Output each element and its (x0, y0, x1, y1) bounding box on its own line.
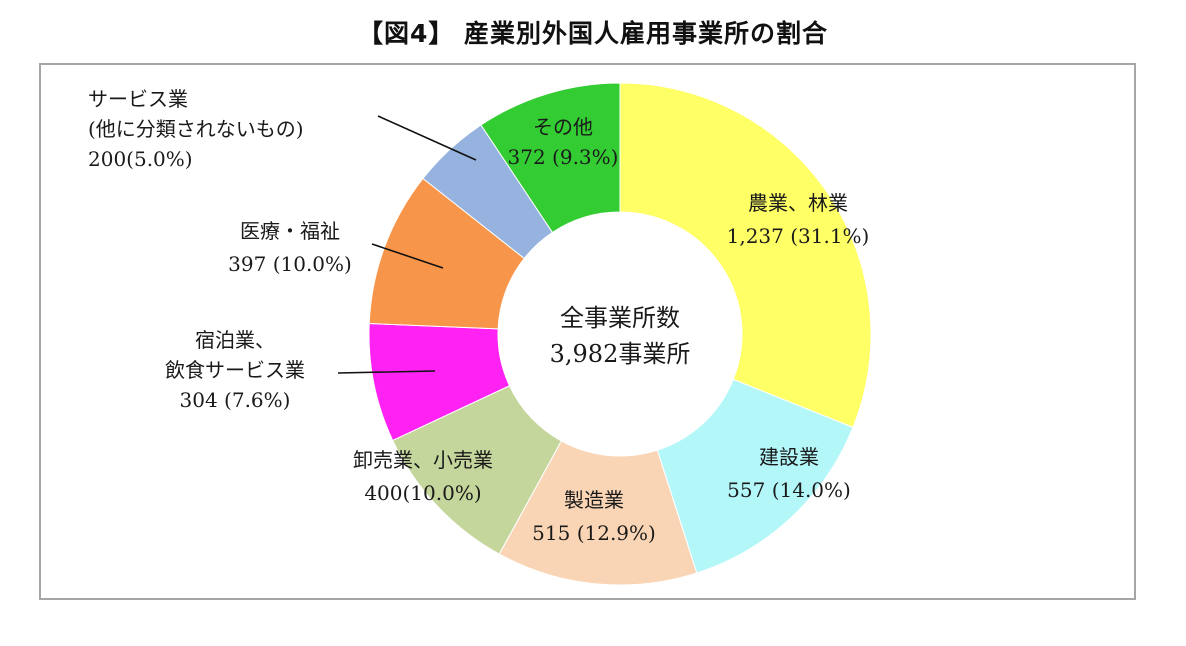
leader-lines (337, 115, 477, 374)
slice-label-3-line-2: 515 (12.9%) (532, 521, 656, 545)
pie-slice-2 (656, 378, 854, 574)
slice-labels: 農業、林業 1,237 (31.1%) 建設業 557 (14.0%) 製造業 515 (… (88, 87, 869, 545)
slice-label-3-line-1: 製造業 (564, 488, 624, 512)
pie-slice-3 (498, 440, 698, 586)
center-label-total: 3,982事業所 (550, 340, 691, 368)
slice-label-1-line-1: 農業、林業 (748, 191, 848, 215)
slice-label-8-line-2: 372 (9.3%) (508, 145, 619, 169)
slice-label-6-line-2: 397 (10.0%) (228, 252, 352, 276)
slice-label-7-line-2: (他に分類されないもの) (88, 117, 304, 141)
slice-label-5-line-3: 304 (7.6%) (180, 388, 291, 412)
slice-label-7-line-3: 200(5.0%) (88, 147, 193, 171)
center-label-title: 全事業所数 (560, 304, 680, 332)
pie-slice-1 (619, 82, 872, 428)
slice-label-5-line-2: 飲食サービス業 (165, 358, 305, 382)
slice-label-6-line-1: 医療・福祉 (240, 219, 340, 243)
slice-label-4-line-2: 400(10.0%) (364, 481, 481, 505)
pie-slice-8 (480, 82, 621, 234)
leader-line-slice-7 (377, 115, 477, 161)
slice-label-5-line-1: 宿泊業、 (195, 328, 275, 352)
leader-line-slice-5 (337, 370, 436, 374)
chart-title: 【図4】 産業別外国人雇用事業所の割合 (357, 19, 829, 48)
chart-frame (39, 63, 1136, 600)
slices-layer (368, 82, 872, 586)
leader-line-slice-6 (371, 243, 444, 269)
slice-label-8-line-1: その他 (533, 115, 593, 139)
slice-label-2-line-1: 建設業 (759, 445, 819, 469)
slice-label-1-line-2: 1,237 (31.1%) (727, 224, 870, 248)
slice-label-7-line-1: サービス業 (88, 87, 188, 111)
slice-label-4-line-1: 卸売業、小売業 (353, 448, 493, 472)
slice-label-2-line-2: 557 (14.0%) (727, 478, 851, 502)
